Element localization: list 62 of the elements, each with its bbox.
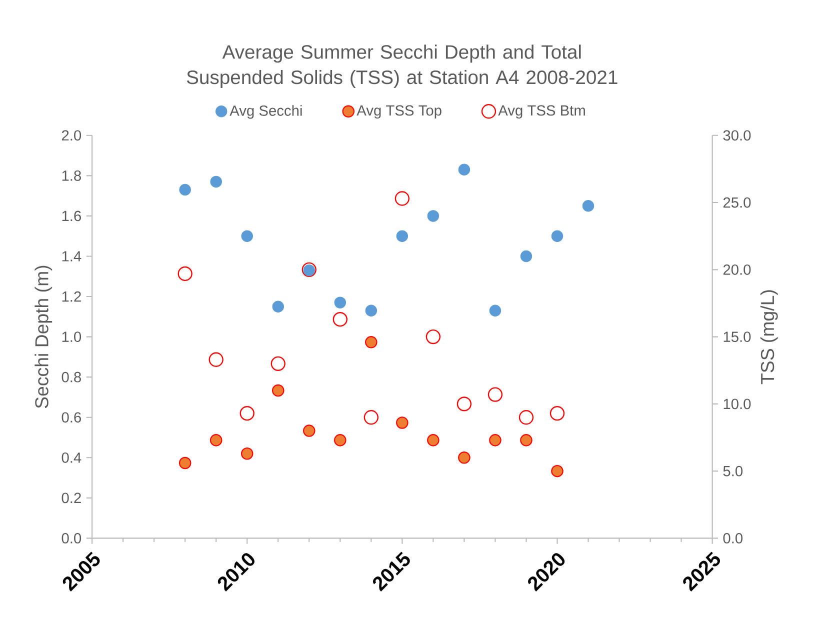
legend-label: Avg TSS Btm — [498, 105, 585, 118]
y-tick-label: 1.2 — [62, 291, 81, 302]
chart-title: Average Summer Secchi Depth and Total Suspended Solids (TSS) at Station A4 2008-2021 — [186, 44, 618, 88]
y2-tick-label: 15.0 — [724, 332, 751, 342]
y-tick-label: 1.0 — [62, 332, 82, 342]
point — [520, 250, 532, 262]
y-tick-label: 0.6 — [62, 412, 81, 422]
point — [456, 396, 472, 412]
point — [458, 164, 470, 176]
point — [241, 230, 253, 242]
legend-label: Avg TSS Top — [356, 105, 442, 118]
y-tick-label: 1.4 — [62, 251, 82, 262]
point — [364, 410, 378, 425]
y2-tick-label: 30.0 — [723, 130, 751, 140]
point — [208, 352, 224, 367]
y2-tick-label: 10.0 — [724, 398, 751, 410]
point — [272, 300, 284, 312]
point — [334, 434, 346, 446]
y2-tick-label: 5.0 — [723, 466, 743, 476]
point — [240, 406, 254, 421]
point — [551, 464, 564, 478]
y2-axis-title: TSS (mg/L) — [760, 290, 778, 384]
point — [489, 434, 502, 446]
point — [334, 296, 346, 308]
y-tick-label: 0.0 — [62, 532, 82, 544]
point — [520, 434, 532, 446]
y2-tick-label: 20.0 — [723, 264, 751, 275]
point — [210, 176, 222, 188]
point — [427, 210, 440, 222]
legend-label: Avg Secchi — [230, 104, 302, 119]
point — [582, 200, 594, 212]
point — [394, 191, 410, 206]
point — [272, 384, 284, 397]
point — [426, 329, 441, 344]
point — [365, 304, 378, 316]
point — [240, 447, 254, 460]
point — [178, 266, 192, 281]
point — [302, 424, 316, 437]
point — [458, 451, 470, 464]
y-tick-label: 1.6 — [62, 210, 81, 222]
point — [396, 230, 408, 242]
point — [179, 184, 191, 196]
point — [427, 434, 440, 446]
point — [210, 434, 222, 446]
point — [178, 456, 192, 470]
y-tick-label: 2.0 — [62, 130, 82, 140]
y-tick-label: 0.4 — [62, 452, 82, 463]
y2-tick-label: 0.0 — [723, 532, 743, 544]
point — [365, 336, 378, 348]
y-tick-label: 0.2 — [62, 492, 81, 504]
y2-tick-label: 25.0 — [723, 197, 751, 208]
point — [551, 230, 564, 242]
point — [270, 356, 286, 371]
point — [518, 410, 534, 425]
point — [488, 387, 503, 402]
point — [396, 416, 408, 429]
point — [550, 406, 565, 421]
point — [332, 312, 348, 327]
y-axis-title: Secchi Depth (m) — [34, 266, 52, 408]
y-tick-label: 1.8 — [62, 170, 81, 181]
point — [489, 304, 502, 316]
y-tick-label: 0.8 — [62, 372, 81, 382]
